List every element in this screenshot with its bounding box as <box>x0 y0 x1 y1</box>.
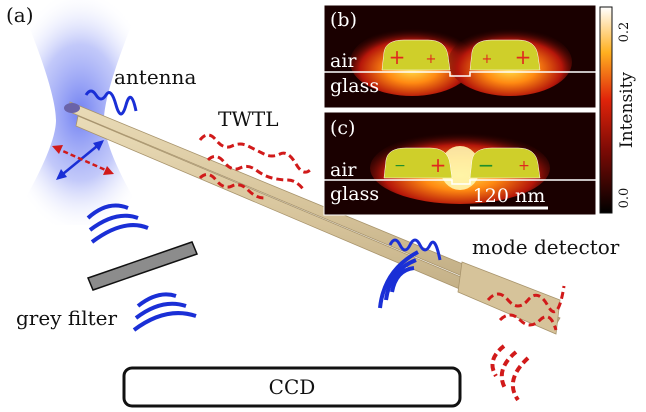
detector-red-wave <box>486 285 566 331</box>
colorbar-min: 0.0 <box>617 188 632 209</box>
emission-arcs-red <box>490 344 530 402</box>
grey-filter <box>87 241 198 291</box>
panel-label-a: (a) <box>6 3 34 27</box>
inset-c-air: air <box>330 159 357 181</box>
c-charge-1: − <box>394 158 406 174</box>
b-charge-2: + <box>426 52 437 67</box>
detector-wave <box>388 238 442 261</box>
c-charge-3: − <box>478 153 495 177</box>
inset-b-air: air <box>330 50 357 72</box>
panel-label-b: (b) <box>330 9 357 31</box>
ccd-box <box>122 366 462 408</box>
mode-detector-label: mode detector <box>472 235 620 259</box>
antenna-label: antenna <box>114 65 196 89</box>
c-charge-2: + <box>430 153 447 177</box>
ccd-label: CCD <box>269 375 316 399</box>
emission-arcs-left <box>86 203 149 244</box>
colorbar-max: 0.2 <box>617 22 632 43</box>
inset-c-glass: glass <box>330 183 379 205</box>
b-charge-3: + <box>482 52 493 67</box>
twtl-label: TWTL <box>218 107 279 131</box>
inset-panel-c: − + − + (c) air glass 120 nm <box>323 111 597 216</box>
emission-arcs-detector <box>378 250 419 309</box>
grey-filter-label: grey filter <box>16 306 117 330</box>
antenna-tip <box>64 103 80 113</box>
colorbar-label: Intensity <box>617 72 637 148</box>
polarization-arrows <box>52 140 114 180</box>
twtl-wave <box>198 133 314 200</box>
b-charge-4: + <box>515 45 532 69</box>
emission-arcs-filter <box>132 292 197 332</box>
inset-b-glass: glass <box>330 75 379 97</box>
scale-bar-label: 120 nm <box>473 185 546 207</box>
panel-label-c: (c) <box>330 117 355 139</box>
b-charge-1: + <box>389 45 406 69</box>
transmission-line <box>64 101 561 335</box>
inset-panel-b: + + + + (b) air glass <box>323 4 597 109</box>
colorbar: 0.2 0.0 Intensity <box>599 6 637 214</box>
antenna-wave <box>84 89 138 116</box>
c-charge-4: + <box>518 158 530 174</box>
